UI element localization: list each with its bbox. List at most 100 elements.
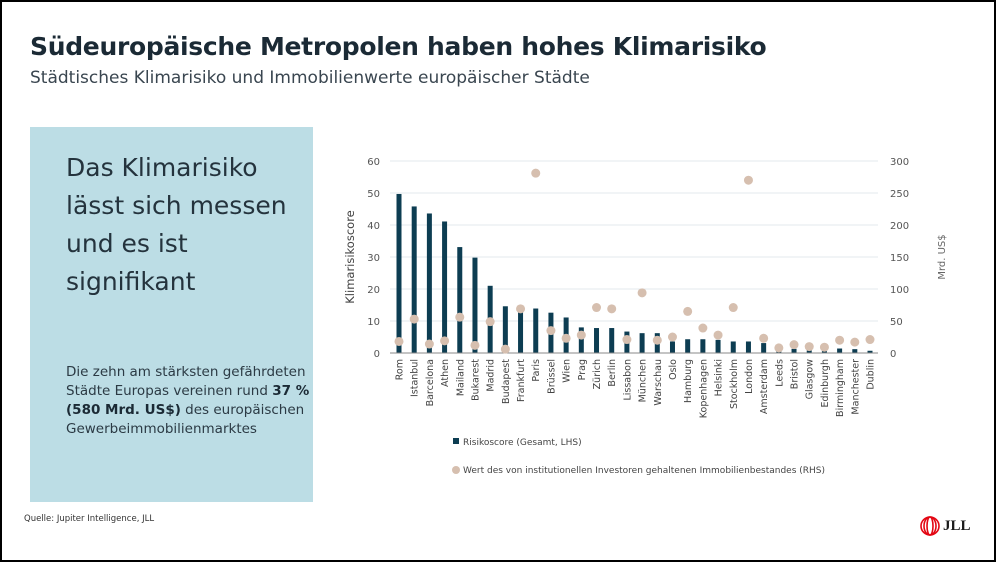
- dot-Athen: [440, 336, 450, 346]
- y-tick-label: 60: [367, 157, 380, 168]
- bar-Istanbul: [411, 206, 417, 353]
- x-tick-label: Bukarest: [470, 359, 481, 401]
- callout-headline: Das Klimarisiko lässt sich messen und es…: [66, 153, 287, 296]
- x-tick-label: Prag: [577, 359, 588, 380]
- bar-Oslo: [669, 341, 675, 353]
- dot-Manchester: [850, 337, 860, 347]
- bar-Edinburgh: [821, 351, 827, 353]
- x-tick-label: Barcelona: [425, 359, 436, 406]
- x-tick-label: Bristol: [790, 359, 801, 389]
- bar-Amsterdam: [761, 343, 767, 353]
- x-tick-label: Budapest: [501, 359, 512, 404]
- x-tick-label: Manchester: [850, 359, 861, 415]
- x-tick-label: Frankfurt: [516, 359, 527, 402]
- legend-swatch-dot: [452, 466, 460, 474]
- dot-Hamburg: [683, 306, 693, 316]
- legend-swatch-bar: [453, 438, 459, 444]
- x-tick-label: Istanbul: [410, 359, 421, 397]
- callout-amount: (580 Mrd. US$): [66, 402, 181, 418]
- dot-Glasgow: [804, 342, 814, 352]
- dot-Zürich: [592, 303, 602, 313]
- bar-Kopenhagen: [700, 339, 706, 353]
- bar-Glasgow: [806, 350, 812, 353]
- x-tick-label: Stockholm: [729, 359, 740, 409]
- callout-percent: 37 %: [272, 383, 310, 399]
- source-note: Quelle: Jupiter Intelligence, JLL: [24, 514, 155, 524]
- bar-Manchester: [852, 349, 858, 353]
- bar-Mailand: [457, 247, 463, 353]
- dot-Mailand: [455, 312, 465, 322]
- logo-text: JLL: [943, 517, 971, 534]
- bar-Athen: [442, 221, 448, 353]
- bar-Stockholm: [730, 341, 736, 353]
- dot-Frankfurt: [516, 304, 526, 314]
- y-right-tick-label: 250: [890, 189, 909, 200]
- dot-Madrid: [485, 317, 495, 327]
- y-right-tick-label: 50: [890, 317, 903, 328]
- bar-Barcelona: [426, 213, 432, 353]
- x-tick-label: Athen: [440, 359, 451, 387]
- bar-Prag: [578, 327, 584, 353]
- dot-London: [743, 175, 753, 185]
- dot-Rom: [394, 336, 404, 346]
- dot-Amsterdam: [759, 333, 769, 343]
- bar-München: [639, 333, 645, 353]
- callout-text: Die zehn am stärksten gefährdeten Städte…: [66, 364, 306, 399]
- x-tick-label: Lissabon: [622, 359, 633, 401]
- y-right-axis-label: Mrd. US$: [937, 234, 948, 279]
- dot-Brüssel: [546, 326, 556, 336]
- x-tick-label: Hamburg: [683, 359, 694, 403]
- x-tick-label: München: [638, 359, 649, 402]
- dot-Wien: [561, 333, 571, 343]
- y-right-tick-label: 300: [890, 157, 909, 168]
- dot-Stockholm: [728, 303, 738, 313]
- legend-label-bar: Risikoscore (Gesamt, LHS): [463, 438, 582, 448]
- callout-body: Die zehn am stärksten gefährdeten Städte…: [66, 363, 311, 439]
- slide-subtitle: Städtisches Klimarisiko und Immobilienwe…: [30, 68, 590, 88]
- bar-Paris: [533, 308, 539, 353]
- y-right-tick-label: 150: [890, 253, 909, 264]
- x-tick-label: Warschau: [653, 359, 664, 406]
- callout-box: Das Klimarisiko lässt sich messen und es…: [30, 127, 313, 502]
- dot-Barcelona: [424, 339, 434, 349]
- y-right-tick-label: 100: [890, 285, 909, 296]
- x-tick-label: Oslo: [668, 359, 679, 380]
- dot-Edinburgh: [819, 342, 829, 352]
- dot-München: [637, 288, 647, 298]
- chart: 0 10 20 30 40 50 60 0 50 100 150 200 250 300 Klimarisi…: [343, 157, 948, 476]
- dot-Lissabon: [622, 335, 632, 345]
- bar-Helsinki: [715, 339, 721, 353]
- y-tick-label: 50: [367, 189, 380, 200]
- x-tick-label: Kopenhagen: [698, 359, 709, 418]
- dot-Warschau: [652, 335, 662, 345]
- dot-Bristol: [789, 340, 799, 350]
- dot-Dublin: [865, 335, 875, 345]
- x-tick-label: Birmingham: [835, 359, 846, 417]
- bar-Berlin: [609, 328, 615, 353]
- dot-Berlin: [607, 304, 617, 314]
- dot-Budapest: [500, 344, 510, 354]
- bar-Dublin: [867, 350, 873, 353]
- dot-Paris: [531, 168, 541, 178]
- dot-Birmingham: [835, 335, 845, 345]
- x-tick-label: Brüssel: [546, 359, 557, 394]
- y-tick-label: 40: [367, 221, 380, 232]
- x-tick-label: Leeds: [774, 359, 785, 387]
- y-tick-label: 20: [367, 285, 380, 296]
- y-right-tick-label: 0: [890, 349, 896, 360]
- jll-logo: JLL: [920, 516, 971, 536]
- bar-Bukarest: [472, 257, 478, 353]
- y-tick-label: 30: [367, 253, 380, 264]
- slide-title: Südeuropäische Metropolen haben hohes Kl…: [30, 32, 767, 61]
- x-tick-label: Edinburgh: [820, 359, 831, 408]
- legend-label-dot: Wert des von institutionellen Investoren…: [463, 466, 825, 476]
- jll-logo-icon: [920, 516, 940, 536]
- y-axis-label: Klimarisikoscore: [343, 210, 357, 303]
- x-tick-label: London: [744, 359, 755, 394]
- dot-Prag: [576, 330, 586, 340]
- y-tick-label: 10: [367, 317, 380, 328]
- dot-Kopenhagen: [698, 323, 708, 333]
- x-tick-label: Mailand: [455, 359, 466, 396]
- x-tick-label: Paris: [531, 359, 542, 382]
